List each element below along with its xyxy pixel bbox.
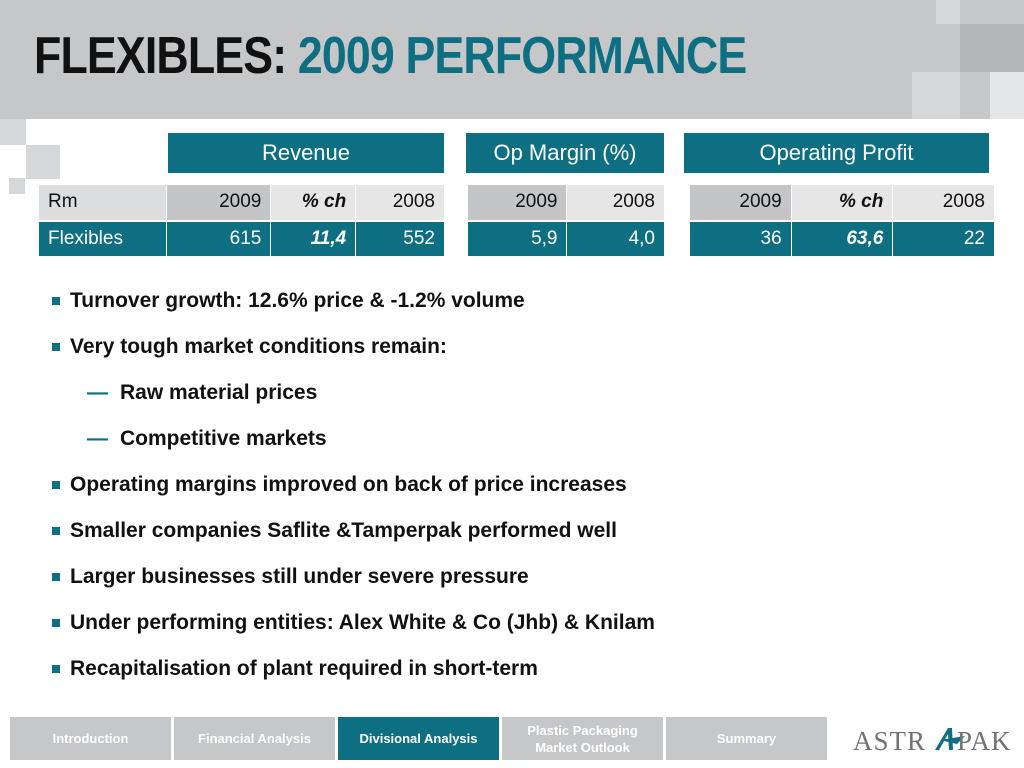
revenue-table: Rm 2009 % ch 2008 Flexibles 615 11,4 552: [38, 184, 445, 257]
nav-summary[interactable]: Summary: [666, 717, 827, 760]
decor-square: [990, 72, 1024, 119]
bullet-square-icon: [52, 343, 60, 351]
decor-square: [9, 178, 25, 194]
table-cell: 552: [355, 219, 445, 257]
bullet-square-icon: [52, 573, 60, 581]
table-cell: 2009: [165, 184, 272, 221]
table-cell: 2008: [892, 184, 995, 221]
op-margin-header: Op Margin (%): [466, 133, 664, 173]
row-label: Flexibles: [38, 219, 167, 257]
bullet-text: Turnover growth: 12.6% price & -1.2% vol…: [70, 289, 525, 312]
bullet-text: Recapitalisation of plant required in sh…: [70, 657, 538, 680]
bullet-square-icon: [52, 527, 60, 535]
table-cell: 11,4: [270, 219, 357, 257]
bullet-square-icon: [52, 297, 60, 305]
table-cell: 615: [165, 219, 272, 257]
table-cell: % ch: [790, 184, 894, 221]
list-item: Under performing entities: Alex White & …: [50, 608, 655, 654]
logo-swoosh-icon: [940, 736, 965, 744]
dash-icon: —: [87, 427, 108, 450]
table-cell: 36: [689, 219, 792, 257]
op-profit-header: Operating Profit: [684, 133, 989, 173]
table-cell: 5,9: [466, 219, 568, 257]
table-cell: 63,6: [790, 219, 894, 257]
list-item: Recapitalisation of plant required in sh…: [50, 654, 655, 700]
nav-plastic-packaging-market-outlook[interactable]: Plastic Packaging Market Outlook: [502, 717, 663, 760]
header-band: [0, 0, 1024, 119]
bullet-text: Very tough market conditions remain:: [70, 335, 447, 358]
op-margin-table: 2009 2008 5,9 4,0: [466, 184, 665, 257]
list-item: Very tough market conditions remain:: [50, 332, 655, 378]
nav-divisional-analysis[interactable]: Divisional Analysis: [338, 717, 499, 760]
list-item: Operating margins improved on back of pr…: [50, 470, 655, 516]
bullet-text: Under performing entities: Alex White & …: [70, 611, 655, 634]
decor-square: [936, 0, 960, 24]
nav-introduction[interactable]: Introduction: [10, 717, 171, 760]
bullet-text: Raw material prices: [120, 381, 318, 404]
bullet-square-icon: [52, 619, 60, 627]
decor-square: [0, 119, 26, 145]
table-row: 36 63,6 22: [689, 219, 995, 257]
op-profit-table: 2009 % ch 2008 36 63,6 22: [689, 184, 995, 257]
decor-square: [912, 72, 960, 119]
bullet-list: Turnover growth: 12.6% price & -1.2% vol…: [50, 286, 655, 700]
title-prefix: FLEXIBLES:: [34, 27, 287, 85]
bullet-text: Operating margins improved on back of pr…: [70, 473, 627, 496]
logo-graphic: ASTR PAK: [853, 726, 1012, 756]
title-main: 2009 PERFORMANCE: [297, 27, 747, 85]
table-row: 5,9 4,0: [466, 219, 665, 257]
table-cell: % ch: [270, 184, 357, 221]
logo-right-text: PAK: [957, 726, 1012, 756]
table-cell: 2009: [466, 184, 568, 221]
table-cell: 2008: [566, 184, 665, 221]
logo-left-text: ASTR: [853, 726, 926, 756]
bullet-text: Competitive markets: [120, 427, 327, 450]
list-item: Smaller companies Saflite &Tamperpak per…: [50, 516, 655, 562]
revenue-header: Revenue: [168, 133, 444, 173]
bullet-text: Smaller companies Saflite &Tamperpak per…: [70, 519, 617, 542]
nav-financial-analysis[interactable]: Financial Analysis: [174, 717, 335, 760]
row-label-header: Rm: [38, 184, 167, 221]
decor-square: [960, 24, 1024, 72]
list-item: Turnover growth: 12.6% price & -1.2% vol…: [50, 286, 655, 332]
bullet-square-icon: [52, 481, 60, 489]
bullet-square-icon: [52, 665, 60, 673]
dash-icon: —: [87, 381, 108, 404]
table-header-row: 2009 2008: [466, 184, 665, 221]
decor-square: [26, 145, 60, 179]
page-title: FLEXIBLES: 2009 PERFORMANCE: [34, 26, 747, 86]
sub-list-item: — Competitive markets: [50, 424, 655, 470]
table-cell: 22: [892, 219, 995, 257]
table-cell: 4,0: [566, 219, 665, 257]
astrapak-logo: ASTR PAK: [853, 722, 1015, 756]
bullet-text: Larger businesses still under severe pre…: [70, 565, 529, 588]
table-header-row: Rm 2009 % ch 2008: [38, 184, 445, 221]
sub-list-item: — Raw material prices: [50, 378, 655, 424]
table-row: Flexibles 615 11,4 552: [38, 219, 445, 257]
table-header-row: 2009 % ch 2008: [689, 184, 995, 221]
table-cell: 2008: [355, 184, 445, 221]
list-item: Larger businesses still under severe pre…: [50, 562, 655, 608]
table-cell: 2009: [689, 184, 792, 221]
logo-arrow-icon: [935, 728, 953, 750]
